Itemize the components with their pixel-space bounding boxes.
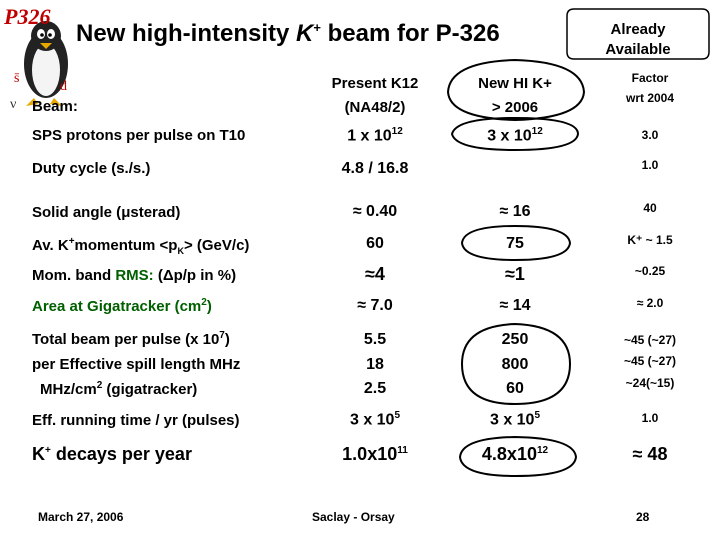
present-protons: 1 x 1012 [347, 126, 403, 145]
callout-text: Already Available [605, 21, 671, 58]
header-new: New HI K+ > 2006 [478, 75, 552, 116]
row-label-flux: MHz/cm2 (gigatracker) [40, 380, 198, 398]
already-available-callout [566, 8, 710, 60]
present-area: ≈ 7.0 [357, 297, 393, 314]
new-protons: 3 x 1012 [487, 126, 543, 145]
footer-venue: Saclay - Orsay [312, 510, 395, 524]
factor-spill: ~45 (~27) [623, 354, 677, 368]
factor-flux: ~24(~15) [625, 376, 675, 390]
present-total-beam: 5.5 [363, 331, 387, 348]
row-label-area: Area at Gigatracker (cm2) [32, 297, 212, 315]
header-factor: Factor wrt 2004 [625, 71, 675, 105]
row-label-band: Mom. band RMS: (Δp/p in %) [32, 267, 237, 284]
factor-solid-angle: 40 [643, 201, 657, 215]
factor-duty: 1.0 [641, 158, 659, 172]
present-band: ≈4 [365, 264, 385, 284]
row-label-spill: per Effective spill length MHz [32, 356, 241, 373]
present-duty: 4.8 / 16.8 [341, 160, 409, 177]
new-momentum: 75 [506, 235, 524, 252]
slide-title: New high-intensity K+ beam for P-326 [76, 20, 500, 47]
factor-decays: ≈ 48 [632, 444, 668, 464]
row-label-total-beam: Total beam per pulse (x 107) [32, 330, 230, 348]
row-label-solid-angle: Solid angle (μsterad) [32, 204, 181, 221]
new-solid-angle: ≈ 16 [499, 203, 531, 220]
factor-band: ~0.25 [634, 264, 666, 278]
svg-text:ν: ν [10, 97, 16, 112]
present-decays: 1.0x1011 [342, 444, 408, 464]
penguin-logo-icon: s̄ d ν [10, 21, 68, 112]
row-label-running-time: Eff. running time / yr (pulses) [32, 412, 240, 429]
factor-area: ≈ 2.0 [636, 296, 664, 310]
row-label-protons: SPS protons per pulse on T10 [32, 127, 246, 144]
svg-text:s̄: s̄ [14, 71, 20, 86]
factor-running-time: 1.0 [641, 411, 659, 425]
header-present: Present K12 (NA48/2) [331, 75, 419, 116]
factor-protons: 3.0 [641, 128, 659, 142]
new-spill: 800 [501, 356, 529, 373]
present-flux: 2.5 [363, 380, 387, 397]
present-spill: 18 [366, 356, 384, 373]
new-band: ≈1 [505, 264, 525, 284]
present-running-time: 3 x 105 [349, 410, 401, 429]
footer-date: March 27, 2006 [38, 510, 124, 524]
factor-total-beam: ~45 (~27) [623, 333, 677, 347]
new-decays: 4.8x1012 [481, 444, 549, 464]
new-flux: 60 [506, 380, 524, 397]
row-label-decays: K+ decays per year [32, 444, 192, 464]
factor-momentum: K⁺ ~ 1.5 [627, 233, 673, 247]
svg-text:d: d [60, 79, 67, 94]
row-label-duty: Duty cycle (s./s.) [32, 160, 151, 177]
new-total-beam: 250 [501, 331, 529, 348]
beam-label: Beam: [32, 98, 78, 115]
present-solid-angle: ≈ 0.40 [352, 203, 398, 220]
row-label-momentum: Av. K+momentum <pK> (GeV/c) [32, 236, 250, 256]
new-area: ≈ 14 [499, 297, 531, 314]
footer-page-number: 28 [636, 510, 650, 524]
new-running-time: 3 x 105 [489, 410, 541, 429]
present-momentum: 60 [366, 235, 384, 252]
logo-text: P326 [4, 4, 51, 29]
